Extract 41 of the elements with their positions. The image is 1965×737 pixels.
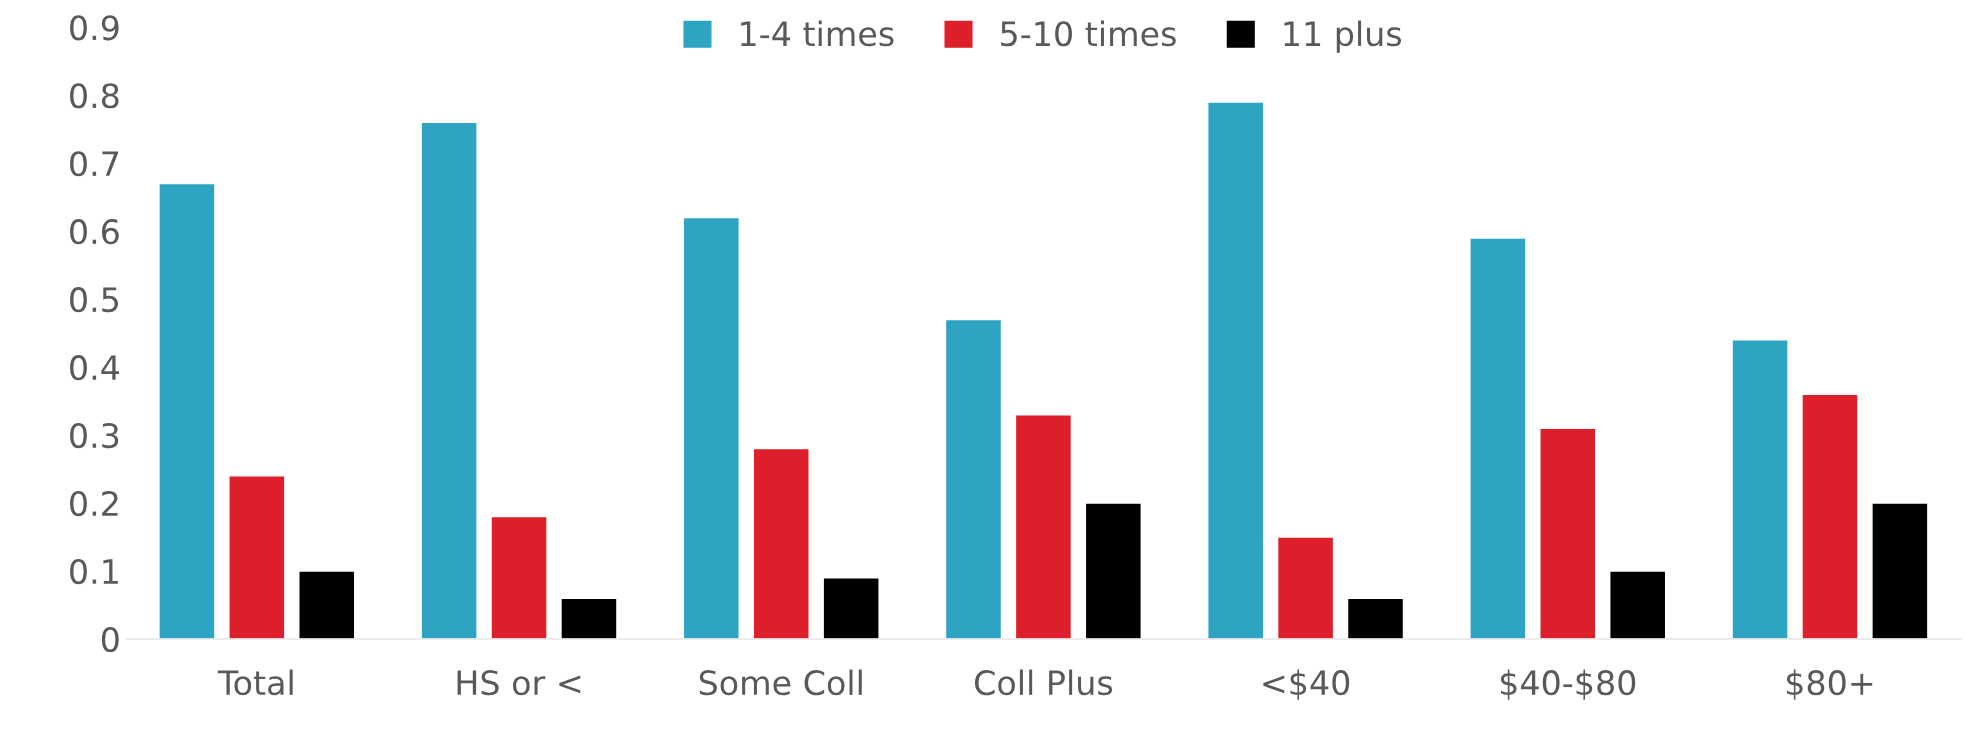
y-tick-label: 0 xyxy=(101,626,119,653)
bar xyxy=(1276,536,1335,639)
x-tick-label: Some Coll xyxy=(699,669,862,696)
y-tick-label: 0.4 xyxy=(70,355,120,381)
y-tick-label: 0.8 xyxy=(70,83,119,109)
y-tick-label: 0.9 xyxy=(70,15,119,41)
bar xyxy=(1609,570,1667,639)
bar xyxy=(1346,597,1405,639)
bar xyxy=(158,182,216,639)
bar xyxy=(1469,237,1527,639)
bar xyxy=(1207,101,1265,639)
x-tick-label: $80+ xyxy=(1786,669,1873,700)
bar xyxy=(822,577,880,639)
x-tick-label: Coll Plus xyxy=(974,669,1113,696)
legend-label: 5-10 times xyxy=(1001,20,1176,47)
x-tick-label: <$40 xyxy=(1263,669,1350,700)
bar xyxy=(1084,502,1142,639)
y-tick-label: 0.3 xyxy=(70,423,119,449)
bar xyxy=(298,570,356,639)
y-tick-label: 0.1 xyxy=(70,558,118,585)
bar xyxy=(1731,339,1789,639)
bar xyxy=(1014,413,1073,639)
bar xyxy=(682,216,740,639)
y-tick-label: 0.5 xyxy=(70,287,118,313)
y-tick-label: 0.7 xyxy=(70,151,119,177)
x-tick-label: HS or < xyxy=(457,670,581,696)
bar xyxy=(228,475,286,639)
bar xyxy=(1871,502,1929,639)
x-tick-label: $40-$80 xyxy=(1500,669,1636,700)
x-tick-label: Total xyxy=(217,669,293,696)
bar xyxy=(490,515,548,639)
legend-label: 1-4 times xyxy=(741,20,894,47)
bar xyxy=(1801,393,1859,639)
bar xyxy=(752,447,810,639)
bar xyxy=(1539,427,1597,639)
y-tick-label: 0.2 xyxy=(70,490,118,517)
bar xyxy=(944,318,1003,639)
y-tick-label: 0.6 xyxy=(70,219,119,245)
bar xyxy=(420,121,478,639)
bar xyxy=(560,597,618,639)
legend-label: 11 plus xyxy=(1284,20,1402,53)
